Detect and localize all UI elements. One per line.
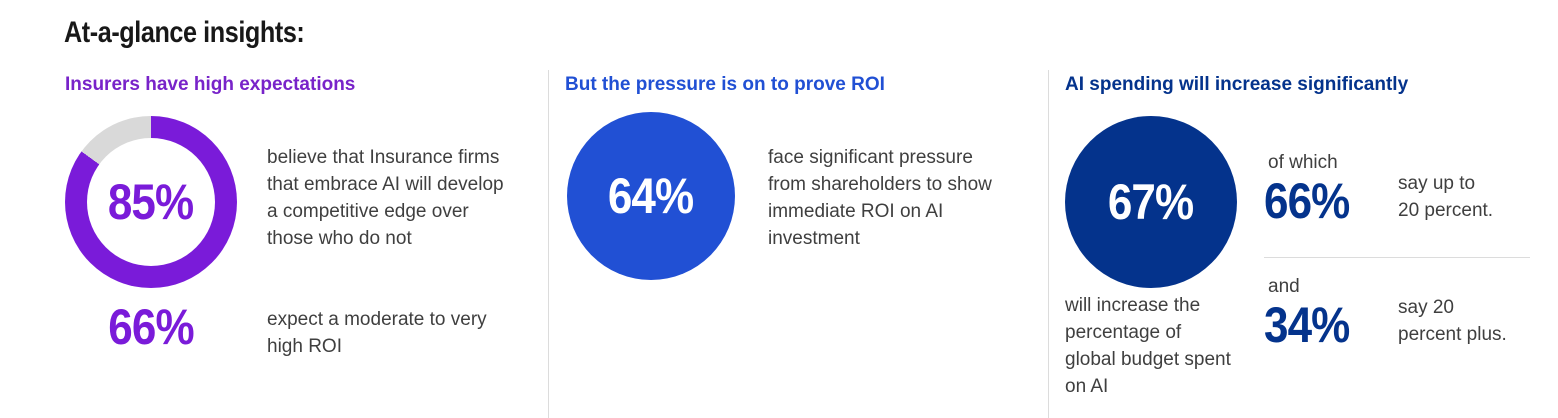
stat-66-value: 66% [108,299,194,355]
column2-header: But the pressure is on to prove ROI [565,74,885,95]
column3-header: AI spending will increase significantly [1065,74,1409,95]
breakdown1-value: 66% [1264,173,1350,229]
stat-64-description: face significant pressure from sharehold… [768,147,992,249]
column1-header: Insurers have high expectations [65,74,356,95]
breakdown2-value: 34% [1264,297,1350,353]
circle-chart-64: 64% [567,112,735,280]
page-title: At-a-glance insights: [64,16,305,49]
breakdown2-note: say 20 percent plus. [1398,297,1507,345]
circle-chart-67: 67% [1065,116,1237,288]
stat-85-description: believe that Insurance firms that embrac… [267,147,504,249]
breakdown1-note: say up to 20 percent. [1398,173,1494,221]
breakdown2-intro: and [1268,276,1300,297]
column-divider-2 [1048,70,1049,418]
breakdown1-intro: of which [1268,152,1338,173]
stat-67-value: 67% [1108,174,1194,230]
stat-64-value: 64% [608,168,694,224]
stat-85-value: 85% [108,174,194,230]
stat-67-description: will increase the percentage of global b… [1065,295,1231,397]
breakdown-divider [1264,257,1530,258]
donut-hole: 85% [87,138,215,266]
stat-66-description: expect a moderate to very high ROI [267,309,487,357]
column-divider-1 [548,70,549,418]
donut-chart-85: 85% [65,116,237,288]
